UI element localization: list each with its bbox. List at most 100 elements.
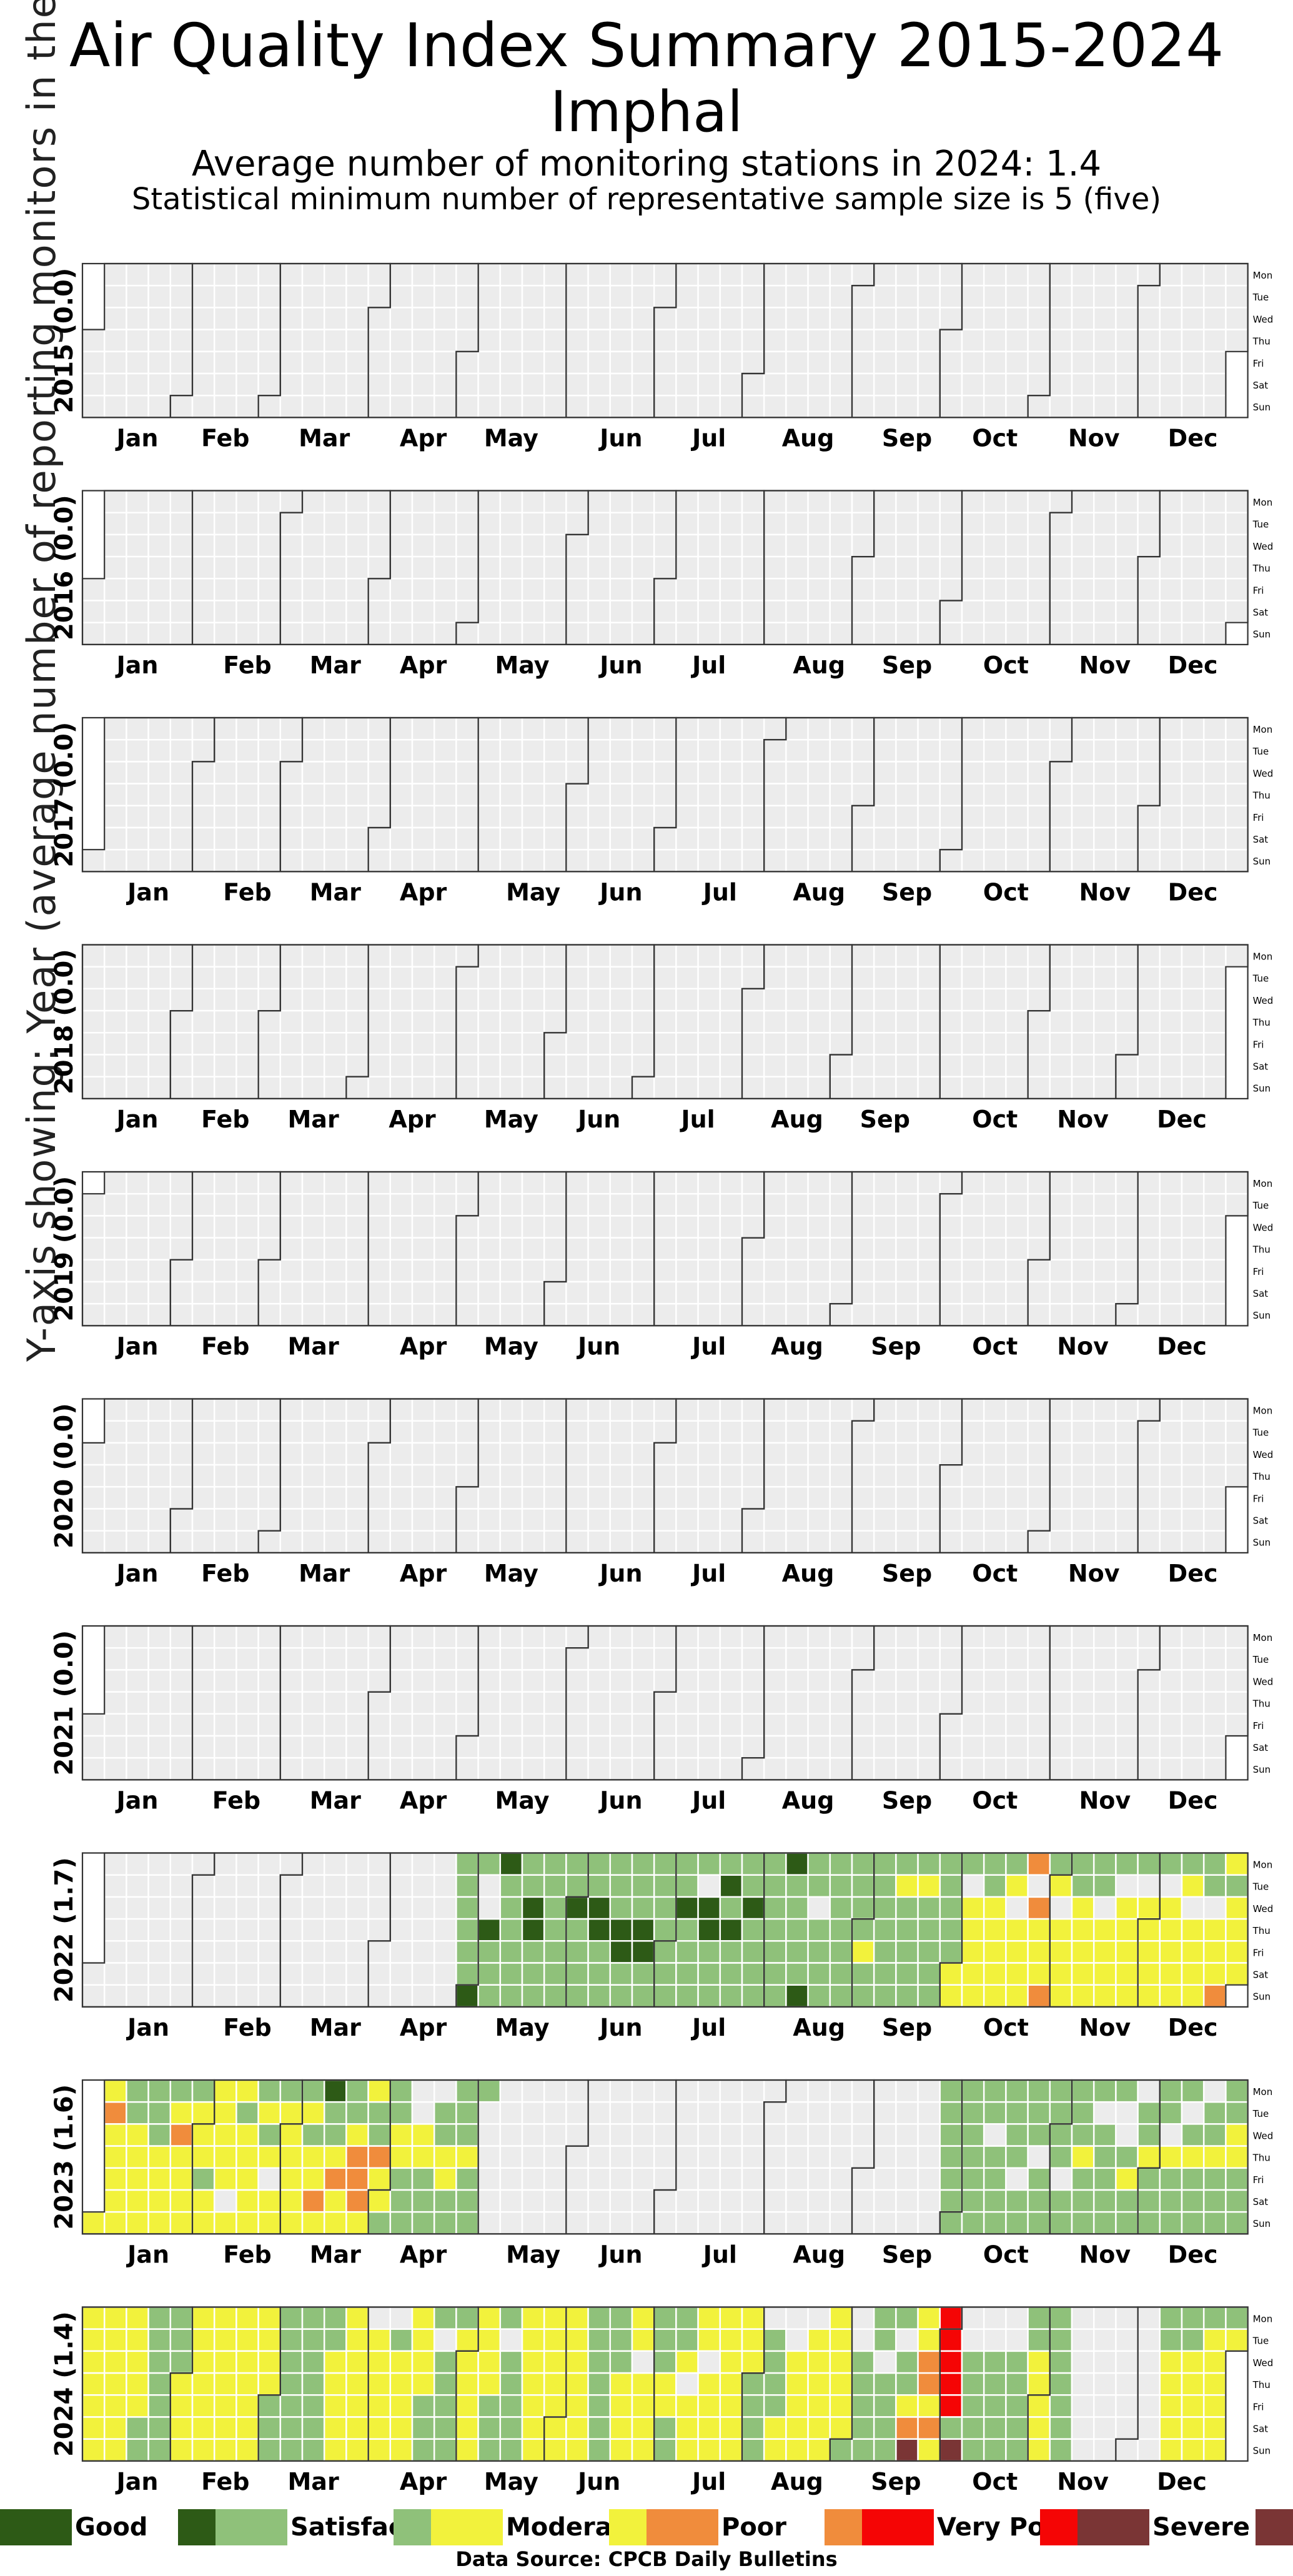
day-cell [433,2211,457,2235]
day-cell [1115,1647,1139,1671]
day-cell [257,1735,282,1759]
weekday-label: Tue [1252,2108,1269,2119]
day-cell [389,329,414,353]
day-cell [1005,988,1029,1012]
day-cell [323,512,347,536]
day-cell [345,988,369,1012]
day-cell [631,805,655,829]
day-cell [1137,533,1161,558]
day-cell [345,2145,369,2169]
day-cell [631,1647,655,1671]
day-cell [653,1009,677,1034]
day-cell [323,1237,347,1261]
day-cell [565,2123,589,2147]
day-cell [411,1669,435,1693]
day-cell [191,329,216,353]
day-cell [587,716,612,741]
weekday-label: Mon [1253,270,1273,281]
day-cell [1027,533,1051,558]
day-cell [191,1940,216,1964]
day-cell [191,761,216,785]
day-cell [521,555,545,580]
day-cell [411,1192,435,1217]
day-cell [961,578,985,602]
day-cell [147,966,172,990]
day-cell [147,329,172,353]
day-cell [1071,1691,1095,1715]
panel-frame [81,1398,1249,1553]
day-cell [917,1962,941,1986]
day-cell [1071,1259,1095,1283]
day-cell [169,2416,194,2440]
day-cell [411,533,435,558]
day-cell [1027,555,1051,580]
day-cell [1027,944,1051,968]
day-cell [499,848,523,873]
day-cell [103,1962,127,1986]
day-cell [895,738,919,763]
day-cell [1159,600,1183,623]
day-cell [126,761,149,785]
day-cell [455,1918,479,1942]
day-cell [653,329,677,353]
day-cell [543,1237,567,1261]
day-cell [653,783,677,807]
day-cell [81,966,106,990]
day-cell [103,1442,127,1466]
day-cell [587,262,612,287]
day-cell [257,1874,282,1898]
day-cell [829,350,853,375]
day-cell [279,1009,304,1034]
day-cell [521,350,545,375]
day-cell [741,2167,765,2191]
weekday-label: Sun [1253,2218,1271,2229]
day-cell [411,783,435,807]
month-label: Jul [690,1560,726,1587]
day-cell [213,1076,237,1100]
day-cell [697,1442,721,1466]
day-cell [917,1530,941,1554]
day-cell [719,2372,743,2396]
day-cell [785,1215,809,1239]
day-cell [653,284,677,309]
day-cell [631,1508,655,1532]
day-cell [807,2189,831,2213]
day-cell [1027,1192,1051,1217]
day-cell [1071,783,1095,807]
day-cell [169,2101,194,2125]
day-cell [477,761,502,785]
day-cell [1005,307,1029,330]
day-cell [477,2189,502,2213]
day-cell [521,329,545,353]
day-cell [455,1647,479,1671]
day-cell [961,1896,985,1920]
day-cell [1137,1486,1161,1510]
day-cell [763,1237,787,1261]
day-cell [1181,1215,1205,1239]
day-cell [917,2394,941,2418]
day-cell [1225,284,1249,309]
day-cell [521,512,545,536]
day-cell [741,1940,765,1964]
day-cell [697,1508,721,1532]
day-cell [81,394,106,419]
day-cell [543,2350,567,2374]
day-cell [961,2306,985,2330]
day-cell [455,2145,479,2169]
day-cell [1092,2079,1117,2103]
day-cell [1092,578,1117,602]
day-cell [169,1259,194,1283]
day-cell [829,533,853,558]
day-cell [389,2372,414,2396]
day-cell [807,1009,831,1034]
day-cell [389,966,414,990]
day-cell [301,2189,325,2213]
day-cell [147,2372,172,2396]
day-cell [741,533,765,558]
day-cell [653,2372,677,2396]
day-cell [411,1691,435,1715]
day-cell [455,2372,479,2396]
day-cell [433,1009,457,1034]
day-cell [895,533,919,558]
day-cell [103,826,127,851]
